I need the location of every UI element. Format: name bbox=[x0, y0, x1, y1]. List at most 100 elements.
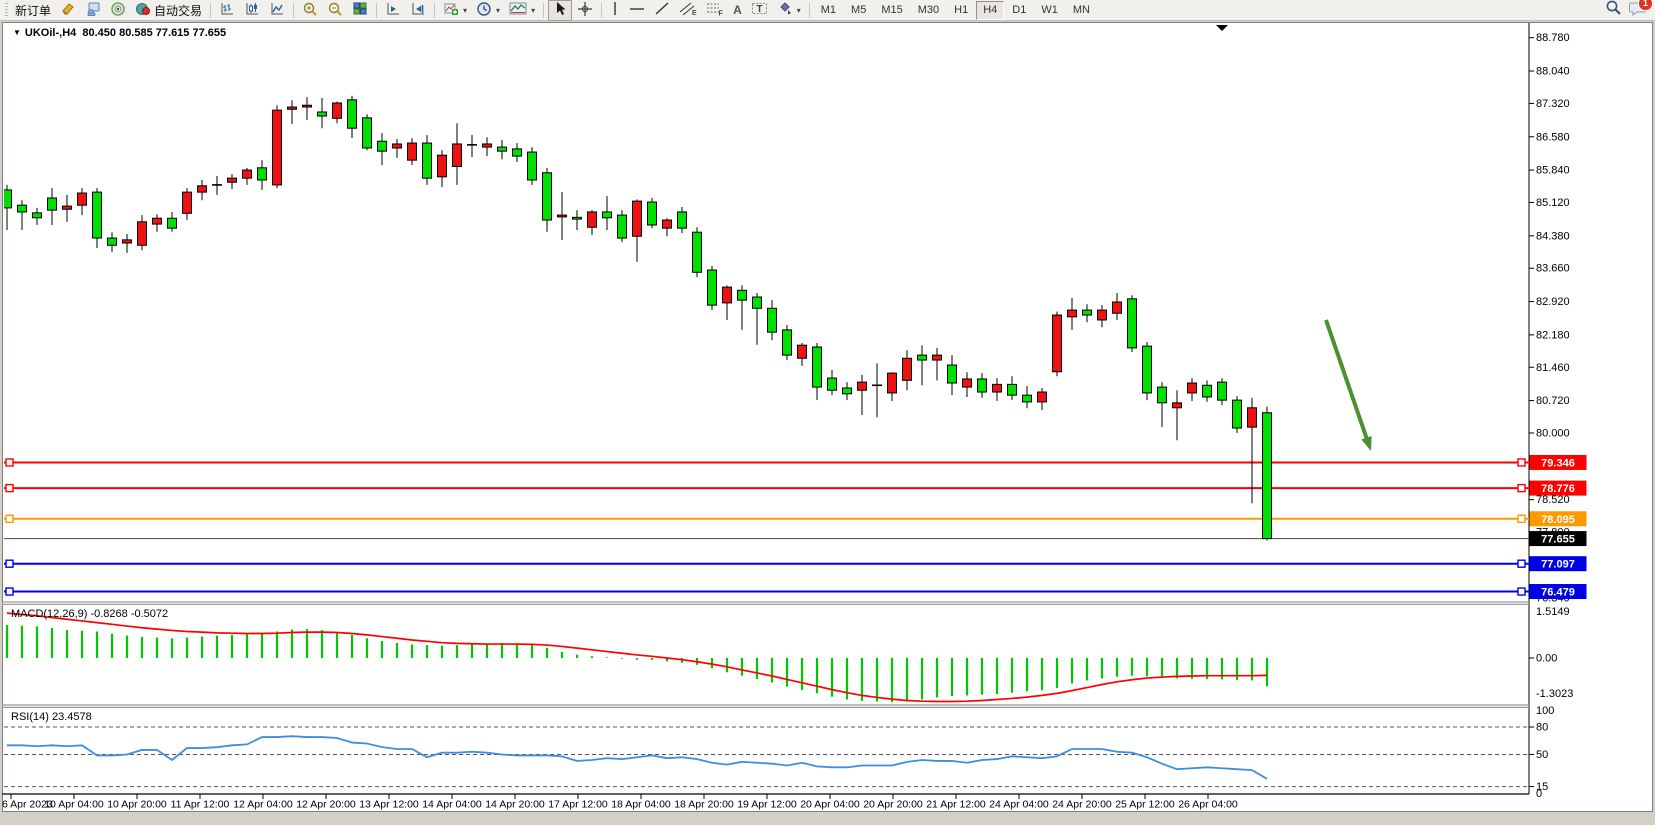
svg-text:17 Apr 12:00: 17 Apr 12:00 bbox=[548, 799, 608, 811]
svg-text:-1.3023: -1.3023 bbox=[1536, 688, 1573, 700]
vertical-line-tool-button[interactable] bbox=[606, 1, 624, 20]
candlestick-series bbox=[4, 95, 1272, 541]
search-button[interactable] bbox=[1605, 0, 1622, 21]
text-label-icon: T bbox=[751, 1, 768, 19]
svg-text:50: 50 bbox=[1536, 749, 1548, 761]
annotation-arrow-down[interactable] bbox=[1324, 319, 1372, 451]
text-tool-button[interactable]: A bbox=[729, 1, 746, 20]
text-label-tool-button[interactable]: T bbox=[747, 1, 772, 20]
hline-handle-right[interactable] bbox=[1517, 559, 1526, 568]
search-icon bbox=[1605, 0, 1622, 21]
svg-text:81.460: 81.460 bbox=[1536, 362, 1570, 374]
toolbar-separator bbox=[808, 2, 810, 18]
fibonacci-tool-button[interactable]: F bbox=[702, 1, 728, 20]
rsi-pane bbox=[4, 726, 1529, 788]
svg-text:10 Apr 20:00: 10 Apr 20:00 bbox=[107, 799, 167, 811]
notifications-button[interactable]: 1 bbox=[1628, 0, 1653, 21]
auto-trading-button[interactable]: 自动交易 bbox=[131, 1, 206, 20]
auto-scroll-button[interactable] bbox=[381, 1, 405, 20]
tile-windows-button[interactable] bbox=[348, 1, 372, 20]
cursor-tool-button[interactable] bbox=[548, 0, 573, 21]
svg-text:12 Apr 04:00: 12 Apr 04:00 bbox=[233, 799, 293, 811]
svg-text:10 Apr 04:00: 10 Apr 04:00 bbox=[44, 799, 104, 811]
svg-text:86.580: 86.580 bbox=[1536, 131, 1570, 143]
signals-icon bbox=[110, 1, 126, 19]
new-order-button[interactable]: 新订单 bbox=[15, 3, 52, 18]
cursor-icon bbox=[553, 1, 567, 19]
line-chart-button[interactable] bbox=[265, 1, 289, 20]
templates-button[interactable]: ▾ bbox=[505, 1, 539, 20]
bar-chart-button[interactable] bbox=[215, 1, 239, 20]
collapse-icon[interactable]: ▼ bbox=[13, 28, 21, 37]
order-ticket-button[interactable] bbox=[56, 1, 80, 20]
svg-text:1.5149: 1.5149 bbox=[1536, 606, 1570, 618]
hline-handle-left[interactable] bbox=[5, 458, 14, 467]
svg-text:0: 0 bbox=[1536, 788, 1542, 800]
tab-timeframe-mn[interactable]: MN bbox=[1072, 4, 1090, 16]
svg-text:20 Apr 04:00: 20 Apr 04:00 bbox=[800, 799, 860, 811]
hline-handle-left[interactable] bbox=[5, 514, 14, 523]
svg-text:85.840: 85.840 bbox=[1536, 165, 1570, 177]
tab-timeframe-m15[interactable]: M15 bbox=[881, 4, 903, 16]
svg-text:77.655: 77.655 bbox=[1541, 534, 1575, 546]
fibonacci-icon: F bbox=[706, 1, 724, 19]
zoom-out-button[interactable] bbox=[323, 1, 347, 20]
crosshair-tool-button[interactable] bbox=[573, 1, 597, 20]
hline-handle-right[interactable] bbox=[1517, 587, 1526, 596]
hline-handle-left[interactable] bbox=[5, 559, 14, 568]
vertical-line-icon bbox=[610, 1, 620, 19]
hline-handle-right[interactable] bbox=[1517, 514, 1526, 523]
main-toolbar: 新订单 自动交易 ▾ ▾ ▾ bbox=[0, 0, 1655, 21]
text-icon: A bbox=[733, 3, 742, 17]
periods-button[interactable]: ▾ bbox=[472, 1, 504, 20]
zoom-in-button[interactable] bbox=[298, 1, 322, 20]
signals-button[interactable] bbox=[106, 1, 130, 20]
svg-text:88.780: 88.780 bbox=[1536, 32, 1570, 44]
tab-timeframe-w1[interactable]: W1 bbox=[1041, 4, 1058, 16]
rsi-line bbox=[7, 735, 1268, 780]
indicators-button[interactable]: ▾ bbox=[439, 1, 471, 20]
rsi-scale[interactable]: 100 80 50 150 bbox=[1529, 705, 1554, 800]
chart-ohlc-title: UKOil-,H4 80.450 80.585 77.615 77.655 bbox=[24, 27, 227, 39]
horizontal-line-tool-button[interactable] bbox=[625, 1, 649, 20]
candlestick-chart-button[interactable] bbox=[240, 1, 264, 20]
svg-text:6 Apr 2023: 6 Apr 2023 bbox=[2, 799, 53, 811]
tab-timeframe-m5[interactable]: M5 bbox=[851, 4, 867, 16]
svg-text:24 Apr 04:00: 24 Apr 04:00 bbox=[989, 799, 1049, 811]
tab-timeframe-h1[interactable]: H1 bbox=[954, 4, 969, 16]
svg-text:20 Apr 20:00: 20 Apr 20:00 bbox=[863, 799, 923, 811]
tab-timeframe-h4[interactable]: H4 bbox=[976, 0, 1005, 20]
arrows-tool-button[interactable]: ▾ bbox=[773, 1, 805, 20]
arrows-shapes-icon bbox=[777, 1, 793, 19]
bar-chart-icon bbox=[219, 1, 235, 19]
chart-symbol-title[interactable]: ▼ UKOil-,H4 80.450 80.585 77.615 77.655 bbox=[13, 27, 226, 39]
equidistant-channel-tool-button[interactable]: E bbox=[675, 1, 701, 20]
chart-shift-icon bbox=[410, 1, 426, 19]
tab-timeframe-m30[interactable]: M30 bbox=[917, 4, 940, 16]
toolbar-separator bbox=[543, 2, 545, 18]
svg-text:80.000: 80.000 bbox=[1536, 428, 1570, 440]
toolbar-grip[interactable] bbox=[5, 3, 8, 17]
horizontal-lines[interactable] bbox=[4, 458, 1529, 596]
trendline-tool-button[interactable] bbox=[650, 1, 674, 20]
svg-text:24 Apr 20:00: 24 Apr 20:00 bbox=[1052, 799, 1112, 811]
tab-timeframe-m1[interactable]: M1 bbox=[820, 4, 837, 16]
hline-handle-right[interactable] bbox=[1517, 483, 1526, 493]
equidistant-channel-icon: E bbox=[679, 1, 697, 19]
pane-separators[interactable] bbox=[2, 601, 1529, 795]
notification-count-badge: 1 bbox=[1638, 0, 1653, 11]
svg-text:13 Apr 12:00: 13 Apr 12:00 bbox=[359, 799, 419, 811]
dropdown-caret-icon: ▾ bbox=[496, 5, 501, 15]
hline-handle-left[interactable] bbox=[5, 483, 14, 493]
hline-handle-left[interactable] bbox=[5, 587, 14, 596]
macd-scale[interactable]: 1.5149 0.00 -1.3023 bbox=[1529, 606, 1573, 700]
terminal-button[interactable] bbox=[81, 1, 105, 20]
line-chart-icon bbox=[269, 1, 285, 19]
chart-shift-marker[interactable] bbox=[1216, 25, 1228, 31]
price-badges: 79.346 78.776 78.095 77.655 77.097 76.479 bbox=[1529, 454, 1587, 600]
hline-handle-right[interactable] bbox=[1517, 458, 1526, 467]
tab-timeframe-d1[interactable]: D1 bbox=[1012, 4, 1027, 16]
chart-shift-button[interactable] bbox=[406, 1, 430, 20]
